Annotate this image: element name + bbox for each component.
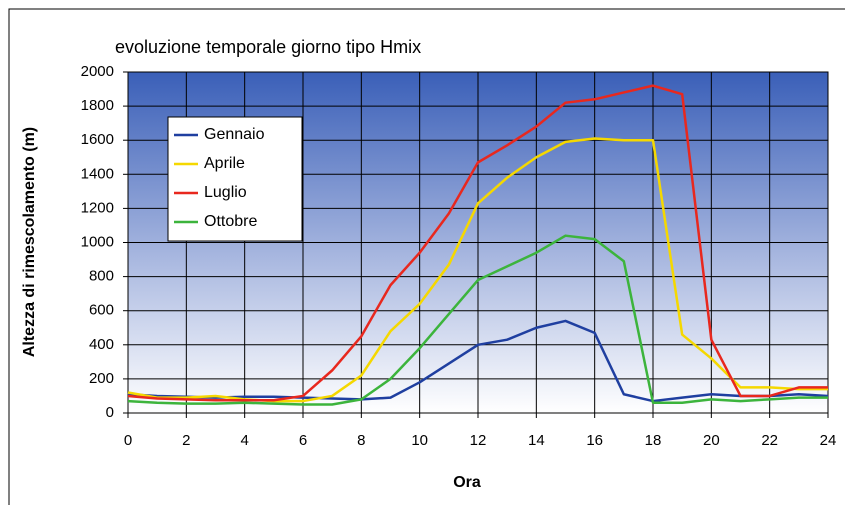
x-tick-label: 24 (820, 432, 837, 449)
y-tick-label: 200 (89, 370, 114, 387)
plot-border (127, 71, 829, 414)
y-tick-label: 1600 (81, 131, 114, 148)
legend-label: Gennaio (204, 126, 265, 143)
x-tick-label: 12 (470, 432, 487, 449)
y-tick-label: 800 (89, 268, 114, 285)
x-tick-label: 4 (240, 432, 248, 449)
y-tick-label: 2000 (81, 63, 114, 80)
y-tick-label: 600 (89, 302, 114, 319)
y-tick-label: 400 (89, 336, 114, 353)
x-tick-label: 14 (528, 432, 545, 449)
x-tick-label: 6 (299, 432, 307, 449)
legend-label: Ottobre (204, 213, 257, 230)
legend-label: Luglio (204, 184, 247, 201)
x-tick-label: 8 (357, 432, 365, 449)
y-tick-label: 1800 (81, 97, 114, 114)
chart-title: evoluzione temporale giorno tipo Hmix (115, 37, 421, 57)
x-tick-label: 22 (761, 432, 778, 449)
series-line (127, 84, 828, 402)
legend-label: Aprile (204, 155, 245, 172)
series-line (127, 234, 828, 406)
x-tick-label: 0 (124, 432, 132, 449)
y-tick-label: 1200 (81, 199, 114, 216)
legend-box (167, 116, 303, 242)
y-tick-label: 1400 (81, 165, 114, 182)
y-axis-label: Altezza di rimescolamento (m) (21, 127, 38, 357)
x-tick-label: 20 (703, 432, 720, 449)
y-tick-label: 1000 (81, 233, 114, 250)
x-tick-label: 2 (182, 432, 190, 449)
y-tick-label: 0 (106, 404, 114, 421)
x-axis-label: Ora (453, 474, 481, 491)
lines (127, 84, 829, 406)
x-tick-label: 10 (411, 432, 428, 449)
frame (8, 8, 845, 505)
grid (123, 71, 829, 418)
x-tick-label: 16 (586, 432, 603, 449)
series-line (127, 319, 829, 403)
x-tick-label: 18 (645, 432, 662, 449)
legend: Gennaio Aprile Luglio Ottobre (167, 116, 303, 242)
